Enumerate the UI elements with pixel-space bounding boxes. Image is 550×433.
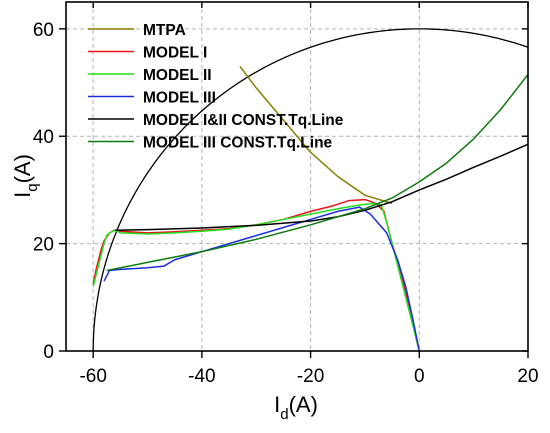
- legend: MTPA MODEL I MODEL II MODEL III MODEL I&II C…: [88, 22, 344, 152]
- legend-label: MODEL III: [143, 90, 216, 107]
- plot-area: [66, 2, 528, 351]
- x-tick-label: -20: [297, 366, 324, 387]
- legend-label: MODEL I: [143, 45, 207, 62]
- y-tick-label: 40: [33, 127, 54, 148]
- y-axis-title-sub: q: [24, 183, 41, 191]
- x-axis-title: Id(A): [274, 392, 318, 423]
- legend-label: MTPA: [143, 22, 186, 39]
- series-line-model-iii: [103, 206, 421, 351]
- current-limit-circle: [92, 28, 528, 351]
- ticks: -60 -40 -20 0 20 0 20 40 60: [33, 2, 539, 387]
- y-axis-title-main: I: [10, 192, 35, 198]
- y-axis-title-unit: (A): [10, 154, 35, 183]
- x-axis-title-unit: (A): [289, 392, 318, 417]
- y-tick-label: 20: [33, 235, 54, 256]
- x-tick-label: 20: [517, 366, 538, 387]
- y-tick-label: 60: [33, 20, 54, 41]
- series-line-model-iii-const-tq-line: [106, 74, 528, 272]
- legend-label: MODEL I&II CONST.Tq.Line: [143, 112, 344, 129]
- x-axis-title-sub: d: [280, 406, 288, 423]
- legend-label: MODEL II: [143, 67, 212, 84]
- x-tick-label: -40: [188, 366, 215, 387]
- curves: [92, 28, 528, 351]
- y-tick-label: 0: [43, 342, 54, 363]
- series-line-model-i-ii-const-tq-line: [114, 143, 528, 231]
- x-tick-label: -60: [79, 366, 106, 387]
- series-line-mtpa: [239, 65, 393, 205]
- legend-label: MODEL III CONST.Tq.Line: [143, 135, 333, 152]
- x-tick-label: 0: [414, 366, 425, 387]
- y-axis-title: Iq(A): [10, 154, 41, 198]
- x-axis-title-main: I: [274, 392, 280, 417]
- plot-frame: [65, 1, 529, 352]
